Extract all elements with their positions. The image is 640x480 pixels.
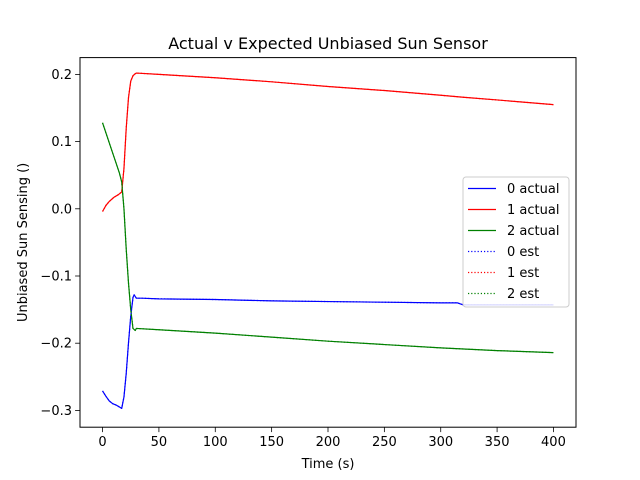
legend-label: 2 est <box>507 287 539 302</box>
x-tick-label: 250 <box>372 435 397 450</box>
series-line-1-est <box>102 72 554 212</box>
legend-label: 2 actual <box>507 224 559 239</box>
x-tick-label: 400 <box>541 435 566 450</box>
chart-title: Actual v Expected Unbiased Sun Sensor <box>168 34 488 53</box>
series-line-2-est <box>101 122 554 354</box>
legend: 0 actual 1 actual 2 actual 0 est 1 est 2 est <box>462 176 570 308</box>
y-tick-label: −0.3 <box>40 404 72 419</box>
legend-label: 0 actual <box>507 182 559 197</box>
x-tick-label: 100 <box>203 435 228 450</box>
y-tick-label: −0.2 <box>40 337 72 352</box>
x-tick-label: 300 <box>428 435 453 450</box>
x-tick-label: 0 <box>98 435 106 450</box>
x-tick-label: 350 <box>485 435 510 450</box>
y-axis-ticks: −0.3 −0.2 −0.1 0.0 0.1 0.2 <box>40 68 80 419</box>
y-tick-label: −0.1 <box>40 270 72 285</box>
y-axis-label: Unbiased Sun Sensing () <box>16 163 31 322</box>
x-tick-label: 150 <box>259 435 284 450</box>
x-tick-label: 50 <box>151 435 168 450</box>
x-axis-ticks: 0 50 100 150 200 250 300 350 400 <box>98 427 566 450</box>
y-tick-label: 0.2 <box>51 68 72 83</box>
series-layer <box>101 72 554 409</box>
series-line-0-est <box>102 294 554 409</box>
y-tick-label: 0.0 <box>51 202 72 217</box>
legend-label: 0 est <box>507 245 539 260</box>
y-tick-label: 0.1 <box>51 135 72 150</box>
legend-entries: 0 actual 1 actual 2 actual 0 est 1 est 2 est <box>468 182 559 302</box>
legend-label: 1 est <box>507 266 539 281</box>
legend-label: 1 actual <box>507 203 559 218</box>
x-tick-label: 200 <box>316 435 341 450</box>
x-axis-label: Time (s) <box>301 457 355 472</box>
